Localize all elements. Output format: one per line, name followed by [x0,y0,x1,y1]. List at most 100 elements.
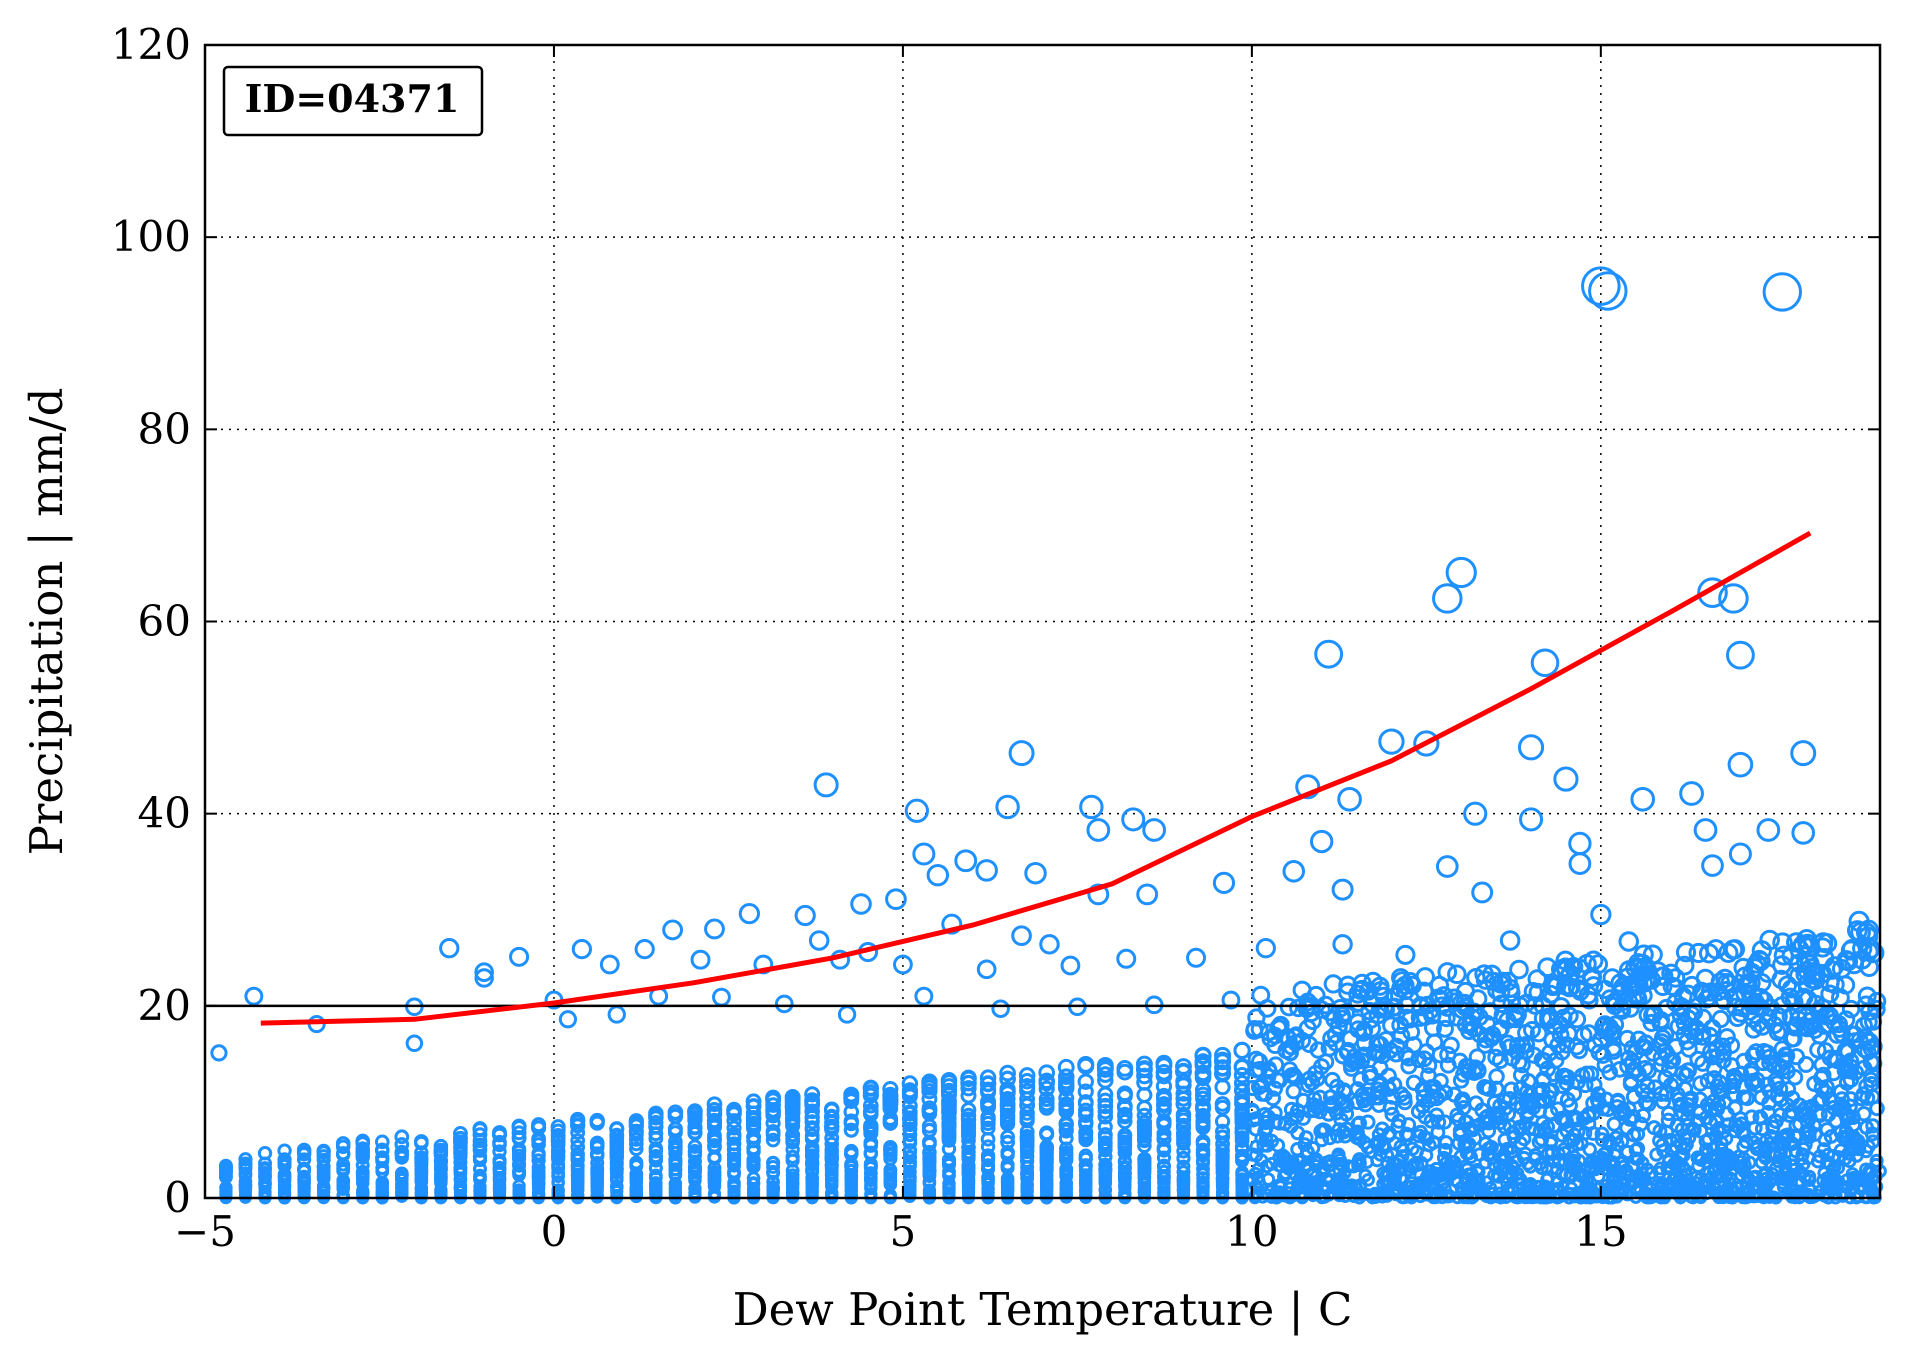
scatter-point [1833,1025,1851,1043]
scatter-point [1539,1060,1556,1078]
scatter-point [1430,1124,1446,1140]
scatter-point [687,1125,703,1141]
scatter-point [244,986,264,1006]
scatter-point [1319,1155,1334,1170]
scatter-point [1059,1181,1073,1195]
scatter-point [414,1135,429,1151]
scatter-point [999,1090,1016,1107]
scatter-point [921,1076,938,1093]
scatter-point [1719,1106,1735,1122]
scatter-point [1489,1105,1506,1122]
scatter-point [336,1173,350,1188]
scatter-point [804,1122,820,1138]
scatter-point [1116,1085,1133,1103]
scatter-point [804,1086,821,1103]
scatter-point [590,1188,604,1203]
scatter-point [805,1164,820,1179]
scatter-point [1501,1183,1515,1197]
scatter-point [1156,1096,1172,1112]
scatter-point [1553,766,1579,792]
scatter-point [1519,807,1544,832]
scatter-point [1482,964,1502,985]
scatter-point [912,842,936,866]
scatter-point [1413,730,1440,757]
scatter-point [999,1082,1016,1099]
scatter-point [954,849,978,873]
scatter-point [1581,266,1621,306]
scatter-point [1221,990,1241,1010]
scatter-point [1664,1143,1679,1158]
scatter-point [629,1155,644,1170]
scatter-point [1420,1057,1438,1074]
scatter-point [297,1169,311,1184]
scatter-point [1371,1059,1389,1077]
scatter-point [1039,1139,1054,1155]
scatter-point [843,1113,859,1129]
scatter-point [1539,1007,1558,1026]
scatter-point [238,1184,253,1198]
scatter-point [1715,1146,1730,1162]
scatter-point [1196,1155,1211,1170]
scatter-point [1630,786,1656,812]
scatter-point [375,1175,390,1189]
scatter-point [1637,1094,1654,1111]
scatter-point [1640,1062,1657,1080]
scatter-point [1039,1125,1055,1141]
scatter-point [1038,1095,1055,1112]
scatter-point [961,1166,976,1180]
scatter-point [1850,1133,1866,1149]
scatter-point [395,1188,409,1202]
scatter-point [1186,947,1207,968]
scatter-point [1698,1154,1713,1169]
scatter-point [1323,974,1343,994]
scatter-point [1605,1169,1620,1184]
id-annotation-box [222,65,484,137]
scatter-point [356,1183,370,1198]
scatter-point [1257,1124,1273,1139]
scatter-point [395,1172,409,1187]
scatter-point [1078,1124,1094,1140]
scatter-point [765,1132,781,1148]
scatter-point [1059,1145,1074,1160]
scatter-point [1584,1181,1598,1195]
scatter-point [1332,934,1353,955]
scatter-point [1317,1053,1335,1071]
scatter-point [1736,1151,1751,1166]
scatter-point [960,1069,977,1087]
scatter-point [1688,942,1709,964]
scatter-point [1368,1034,1386,1053]
scatter-point [219,1170,233,1185]
scatter-point [1156,1117,1172,1133]
scatter-point [1195,1099,1211,1115]
scatter-point [1779,1081,1797,1098]
scatter-point [1762,272,1802,312]
scatter-point [434,1169,448,1184]
scatter-point [1309,1041,1327,1059]
scatter-point [1719,1187,1733,1201]
scatter-point [1175,1096,1192,1112]
y-tick-label: 80 [138,404,191,453]
scatter-point [1175,1106,1192,1123]
scatter-point [1622,1111,1638,1127]
scatter-point [903,1188,917,1202]
scatter-point [942,1176,956,1191]
scatter-point [1859,1162,1873,1177]
scatter-point [1517,1042,1535,1060]
scatter-point [1718,1028,1736,1046]
scatter-point [210,1044,228,1062]
scatter-point [1851,1141,1867,1157]
scatter-point [414,1162,429,1177]
scatter-point [1501,983,1521,1003]
scatter-point [824,1145,839,1160]
scatter-point [1586,1076,1603,1093]
scatter-point [1387,1136,1403,1151]
scatter-point [1000,1129,1015,1145]
scatter-point [991,999,1010,1018]
scatter-point [941,913,963,935]
scatter-point [1195,1147,1211,1163]
scatter-point [474,968,494,988]
scatter-point [1639,1077,1656,1095]
scatter-point [1680,1062,1697,1080]
scatter-point [1096,1061,1114,1078]
scatter-point [824,1168,839,1183]
